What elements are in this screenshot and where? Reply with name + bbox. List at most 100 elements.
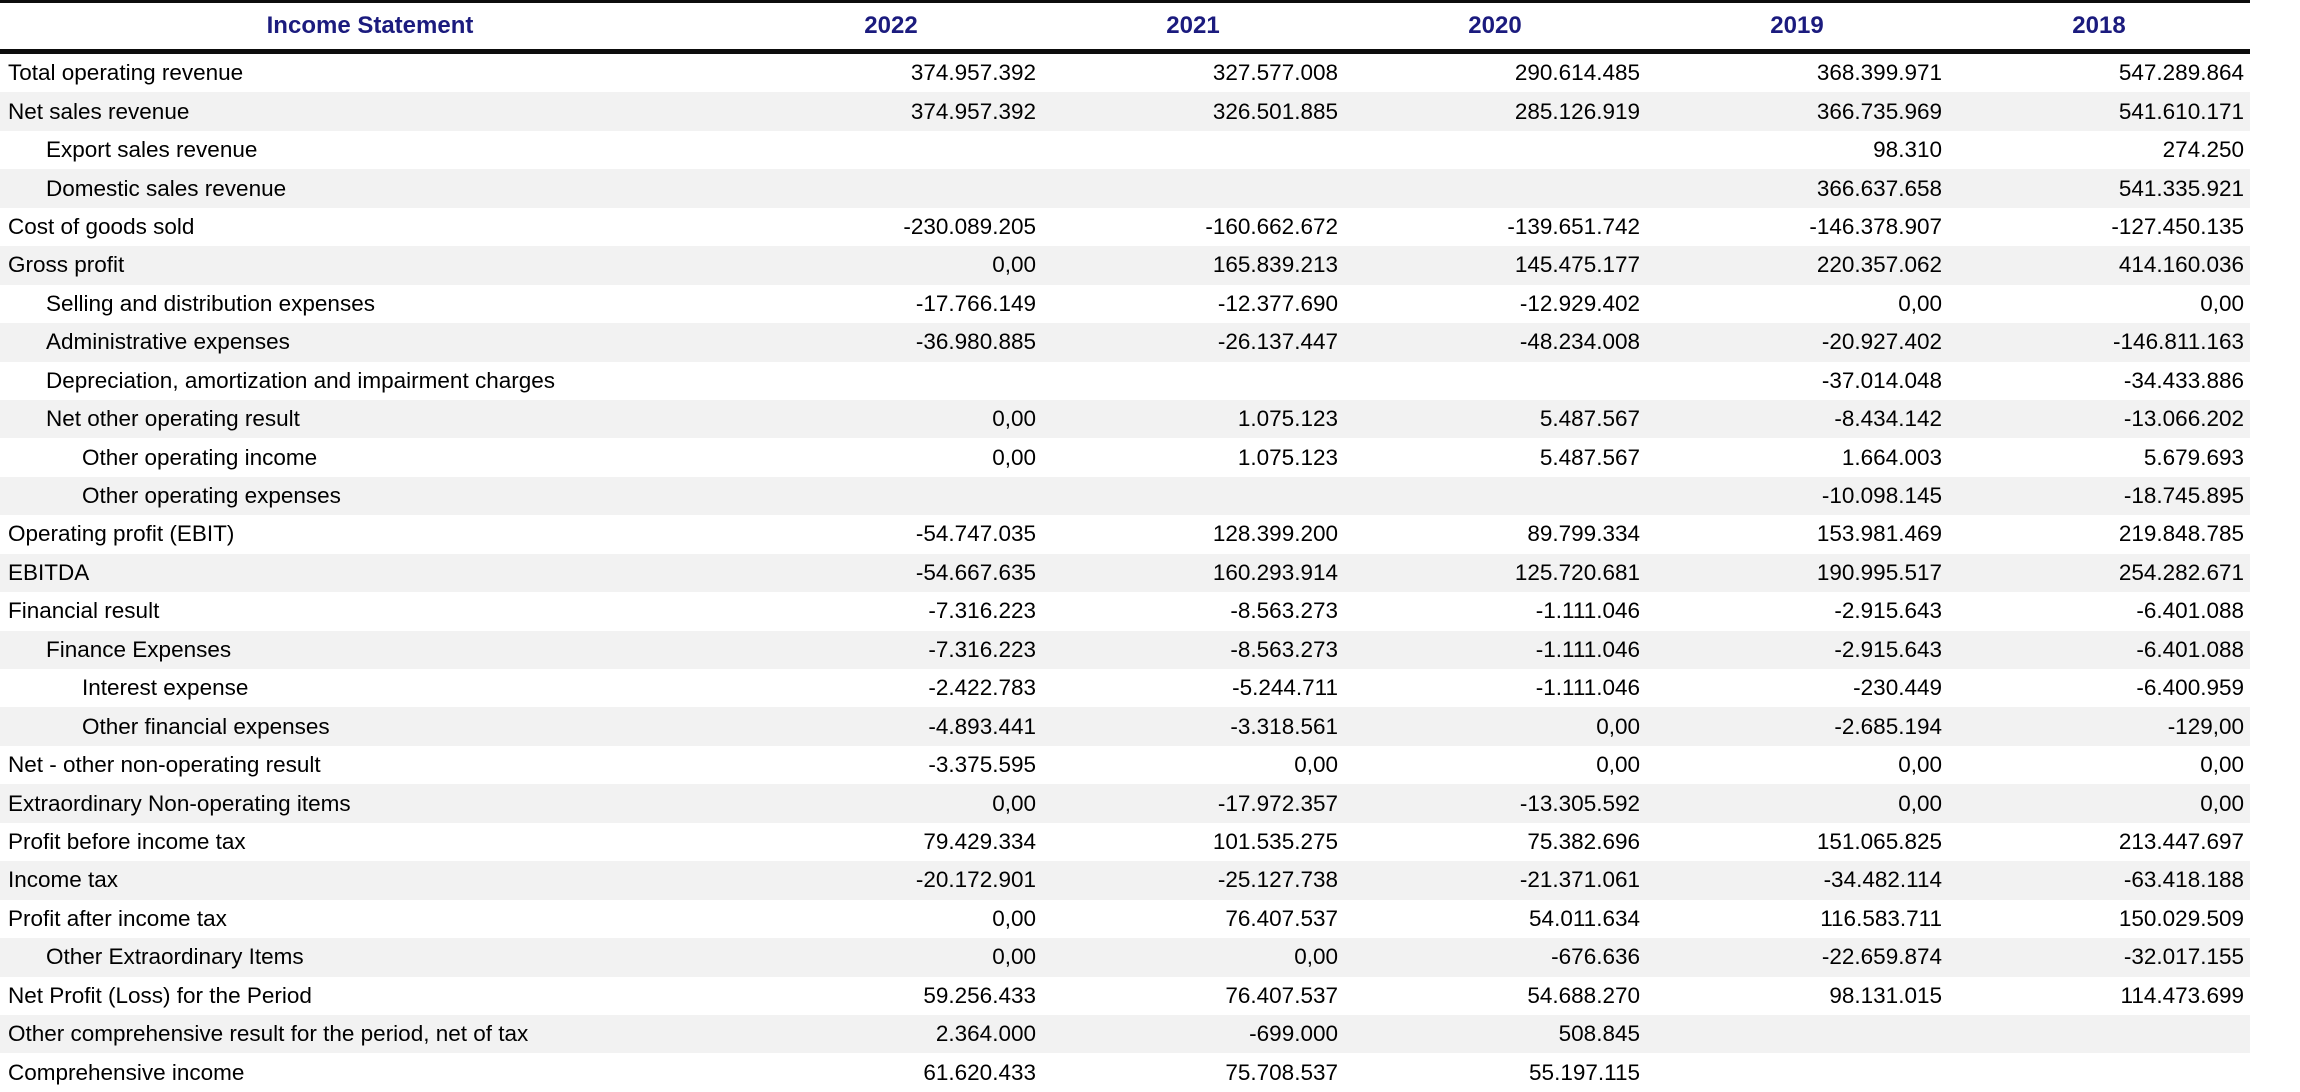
table-row: Cost of goods sold -230.089.205 -160.662.6…: [0, 207, 2250, 247]
cell-2020: 285.126.919: [1514, 98, 1640, 124]
cell-2018: -129,00: [2167, 713, 2244, 739]
cell-2019: -22.659.874: [1821, 944, 1942, 970]
table-header-row: Income Statement 2022 2021 2020 2019 201…: [0, 0, 2250, 54]
cell-2018: 114.473.699: [2120, 982, 2244, 1008]
cell-2020: -1.111.046: [1535, 636, 1640, 662]
cell-2022: 0,00: [992, 252, 1036, 278]
cell-2020: 5.487.567: [1539, 406, 1640, 432]
row-label: Administrative expenses: [46, 329, 290, 355]
cell-2018: -63.418.188: [2123, 867, 2244, 893]
cell-2021: -25.127.738: [1217, 867, 1338, 893]
cell-2022: 0,00: [992, 944, 1036, 970]
cell-2022: 0,00: [992, 905, 1036, 931]
cell-2021: -160.662.672: [1205, 213, 1338, 239]
table-row: Other operating expenses -10.098.145 -18.7…: [0, 476, 2250, 516]
cell-2022: -3.375.595: [928, 752, 1036, 778]
table-row: Profit after income tax 0,00 76.407.537 54.…: [0, 899, 2250, 939]
table-body: Total operating revenue 374.957.392 327.57…: [0, 54, 2250, 1092]
cell-2018: 0,00: [2200, 752, 2244, 778]
cell-2020: -1.111.046: [1535, 675, 1640, 701]
table-row: Finance Expenses -7.316.223 -8.563.273 -1.1…: [0, 630, 2250, 669]
row-label: Other financial expenses: [82, 713, 330, 739]
cell-2020: -1.111.046: [1535, 598, 1640, 624]
cell-2021: -17.972.357: [1217, 790, 1338, 816]
cell-2020: -48.234.008: [1519, 329, 1640, 355]
cell-2021: 165.839.213: [1212, 252, 1338, 278]
cell-2020: 290.614.485: [1514, 60, 1640, 86]
table-row: Domestic sales revenue 366.637.658 541.335…: [0, 169, 2250, 208]
cell-2022: -36.980.885: [915, 329, 1036, 355]
cell-2021: 326.501.885: [1212, 98, 1338, 124]
cell-2018: -32.017.155: [2123, 944, 2244, 970]
cell-2018: -6.401.088: [2136, 598, 2244, 624]
table-row: Net other operating result 0,00 1.075.123 5…: [0, 399, 2250, 439]
row-label: Net - other non-operating result: [8, 752, 321, 778]
row-label: Interest expense: [82, 675, 249, 701]
row-label: Other comprehensive result for the perio…: [8, 1021, 529, 1047]
cell-2022: -4.893.441: [928, 713, 1036, 739]
cell-2018: -127.450.135: [2111, 213, 2244, 239]
cell-2022: -54.747.035: [915, 521, 1036, 547]
table-row: Selling and distribution expenses -17.766…: [0, 284, 2250, 324]
cell-2021: 128.399.200: [1212, 521, 1338, 547]
cell-2022: 374.957.392: [910, 60, 1036, 86]
cell-2019: -2.685.194: [1834, 713, 1942, 739]
cell-2019: 1.664.003: [1841, 444, 1942, 470]
cell-2021: -699.000: [1249, 1021, 1338, 1047]
cell-2019: 368.399.971: [1816, 60, 1942, 86]
cell-2019: 0,00: [1898, 290, 1942, 316]
cell-2021: 1.075.123: [1237, 444, 1338, 470]
table-row: Other comprehensive result for the perio…: [0, 1014, 2250, 1054]
row-label: Net other operating result: [46, 406, 300, 432]
cell-2021: 327.577.008: [1212, 60, 1338, 86]
cell-2018: 219.848.785: [2118, 521, 2244, 547]
cell-2021: -8.563.273: [1230, 636, 1338, 662]
cell-2020: 125.720.681: [1514, 559, 1640, 585]
cell-2020: 89.799.334: [1527, 521, 1640, 547]
table-row: EBITDA -54.667.635 160.293.914 125.720.681 1…: [0, 553, 2250, 593]
cell-2020: 54.688.270: [1527, 982, 1640, 1008]
row-label: Extraordinary Non-operating items: [8, 790, 351, 816]
table-row: Depreciation, amortization and impairmen…: [0, 361, 2250, 400]
cell-2022: 59.256.433: [923, 982, 1036, 1008]
cell-2022: -17.766.149: [915, 290, 1036, 316]
cell-2018: -18.745.895: [2123, 483, 2244, 509]
cell-2022: 374.957.392: [910, 98, 1036, 124]
table-row: Export sales revenue 98.310 274.250: [0, 130, 2250, 170]
row-label: Other Extraordinary Items: [46, 944, 304, 970]
table-row: Income tax -20.172.901 -25.127.738 -21.371.…: [0, 861, 2250, 900]
cell-2018: -34.433.886: [2123, 367, 2244, 393]
table-row: Administrative expenses -36.980.885 -26.13…: [0, 323, 2250, 362]
cell-2018: 274.250: [2162, 137, 2244, 163]
cell-2020: 0,00: [1596, 752, 1640, 778]
cell-2022: 0,00: [992, 406, 1036, 432]
cell-2018: 541.610.171: [2118, 98, 2244, 124]
row-label: Comprehensive income: [8, 1059, 245, 1085]
row-label: Operating profit (EBIT): [8, 521, 235, 547]
cell-2018: 0,00: [2200, 290, 2244, 316]
cell-2021: -3.318.561: [1230, 713, 1338, 739]
cell-2022: 2.364.000: [935, 1021, 1036, 1047]
cell-2020: 5.487.567: [1539, 444, 1640, 470]
cell-2019: 0,00: [1898, 752, 1942, 778]
row-label: Finance Expenses: [46, 636, 232, 662]
table-row: Net sales revenue 374.957.392 326.501.885 2…: [0, 92, 2250, 131]
cell-2019: -37.014.048: [1821, 367, 1942, 393]
cell-2022: -20.172.901: [915, 867, 1036, 893]
cell-2019: 98.310: [1873, 137, 1942, 163]
cell-2020: -13.305.592: [1519, 790, 1640, 816]
table-row: Net - other non-operating result -3.375.5…: [0, 745, 2250, 785]
cell-2021: 160.293.914: [1212, 559, 1338, 585]
table-title: Income Statement: [266, 12, 474, 39]
cell-2019: 153.981.469: [1816, 521, 1942, 547]
row-label: Profit before income tax: [8, 828, 246, 854]
cell-2019: 220.357.062: [1816, 252, 1942, 278]
cell-2018: -6.400.959: [2136, 675, 2244, 701]
cell-2020: 508.845: [1558, 1021, 1640, 1047]
table-row: Other operating income 0,00 1.075.123 5.487…: [0, 438, 2250, 477]
cell-2020: 54.011.634: [1529, 905, 1640, 931]
row-label: Other operating expenses: [82, 483, 341, 509]
table-row: Other financial expenses -4.893.441 -3.318…: [0, 707, 2250, 746]
cell-2019: -2.915.643: [1834, 636, 1942, 662]
table-row: Total operating revenue 374.957.392 327.57…: [0, 54, 2250, 93]
